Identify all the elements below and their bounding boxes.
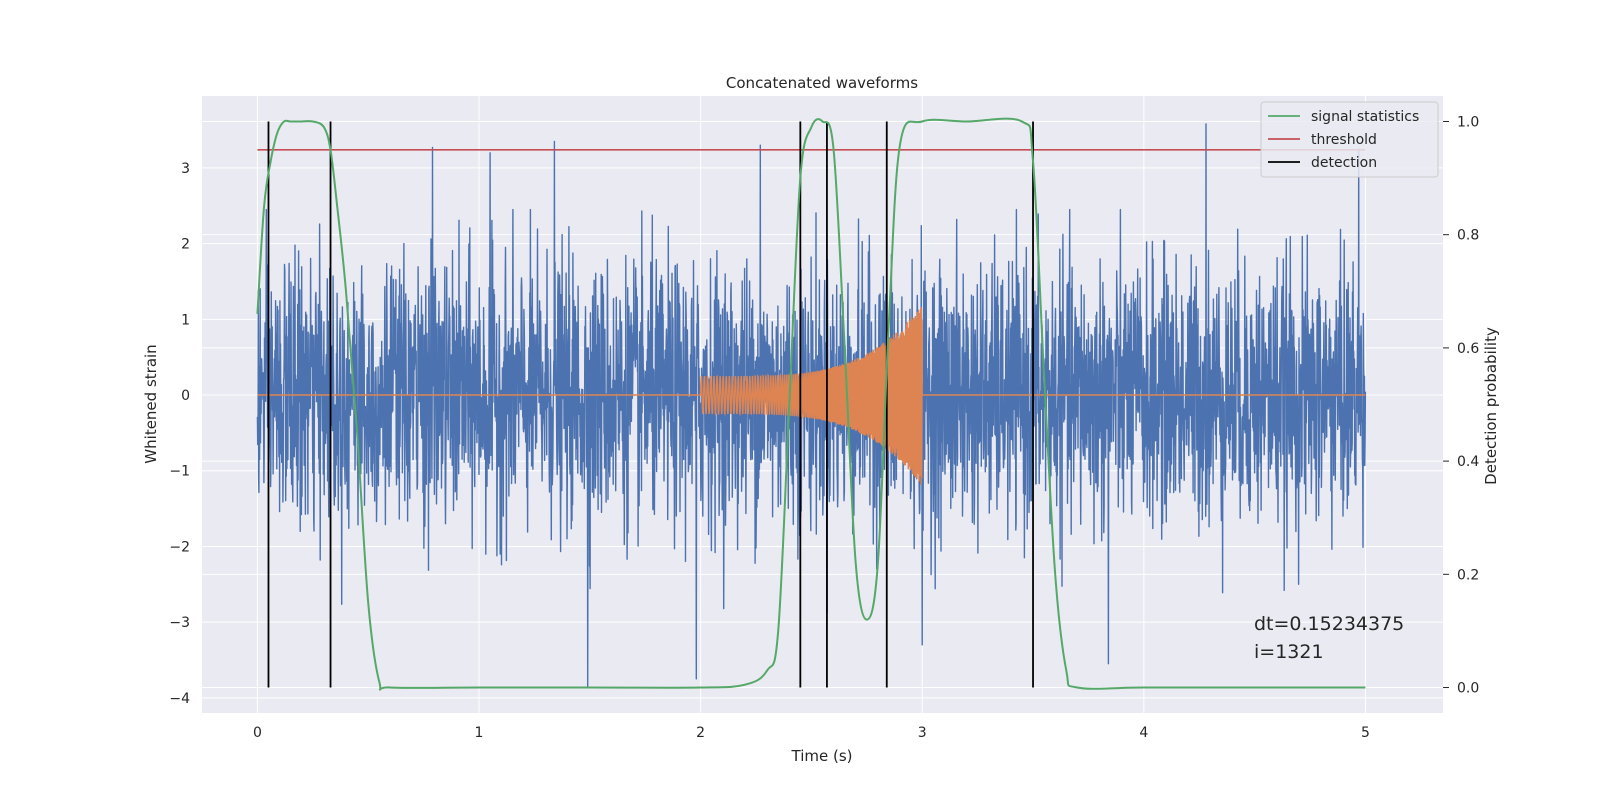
x-axis-label: Time (s) <box>791 747 853 765</box>
y-tick-label: −4 <box>169 691 190 707</box>
y-tick-label: 0 <box>181 388 190 404</box>
y2-tick-label: 0.0 <box>1457 681 1479 697</box>
x-tick-label: 2 <box>696 725 705 741</box>
y-tick-label: −3 <box>169 615 190 631</box>
x-tick-label: 0 <box>253 725 262 741</box>
y-tick-label: −1 <box>169 464 190 480</box>
legend-label-detection: detection <box>1311 155 1377 171</box>
annotation-dt: dt=0.15234375 <box>1254 613 1404 635</box>
annotation-i: i=1321 <box>1254 641 1324 663</box>
y2-tick-label: 0.8 <box>1457 228 1479 244</box>
chart-title: Concatenated waveforms <box>726 74 918 92</box>
y2-axis-label: Detection probability <box>1482 327 1500 485</box>
axes: 0 1 2 3 4 5 −4 −3 −2 −1 0 1 2 3 0.0 0.2 0.4 0.6 0.8 1.0 <box>169 114 1479 741</box>
y2-tick-label: 0.4 <box>1457 454 1479 470</box>
signal-statistics-line <box>256 117 1366 691</box>
y-tick-label: 1 <box>181 312 190 328</box>
x-tick-label: 5 <box>1361 725 1370 741</box>
y-axis-label: Whitened strain <box>142 344 160 463</box>
x-tick-label: 4 <box>1139 725 1148 741</box>
x-tick-label: 3 <box>918 725 927 741</box>
y-tick-label: −2 <box>169 539 190 555</box>
x-tick-label: 1 <box>475 725 484 741</box>
plot-area <box>256 117 1367 691</box>
y-tick-label: 2 <box>181 237 190 253</box>
legend: signal statistics threshold detection <box>1260 101 1439 178</box>
legend-label-threshold: threshold <box>1311 132 1377 148</box>
legend-box <box>1260 101 1439 178</box>
y2-tick-label: 1.0 <box>1457 114 1479 130</box>
y2-tick-label: 0.6 <box>1457 341 1479 357</box>
y2-tick-label: 0.2 <box>1457 567 1479 583</box>
y-tick-label: 3 <box>181 161 190 177</box>
legend-label-signal: signal statistics <box>1311 109 1419 125</box>
